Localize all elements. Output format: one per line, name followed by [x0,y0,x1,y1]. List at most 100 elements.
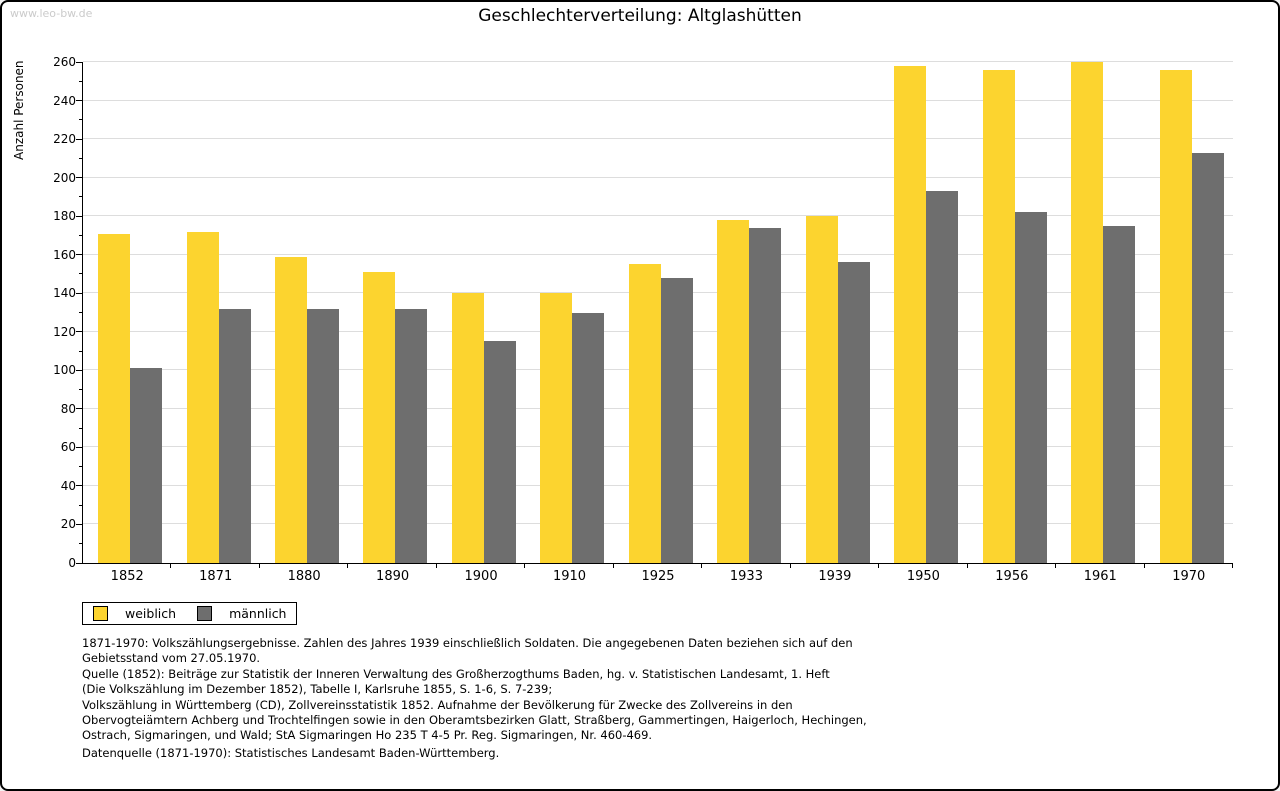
y-axis-major-tick [76,446,83,448]
bar-maennlich-1950 [926,191,959,563]
gridline [83,61,1233,62]
y-axis-major-tick [76,177,83,179]
y-tick-label: 0 [68,556,76,570]
datasource-line: Datenquelle (1871-1970): Statistisches L… [82,746,500,760]
bar-maennlich-1880 [306,308,339,563]
bar-weiblich-1871 [186,231,219,563]
y-tick-label: 140 [53,286,76,301]
bar-maennlich-1939 [837,262,870,563]
bar-weiblich-1890 [363,272,396,563]
x-axis-tick [1232,563,1233,568]
y-tick-label: 160 [53,247,76,262]
bar-weiblich-1950 [894,65,927,563]
x-tick-label: 1956 [995,569,1029,584]
y-tick-label: 80 [60,401,76,416]
watermark: www.leo-bw.de [10,7,93,20]
y-axis-minor-tick [79,427,83,429]
footnote-line: Obervogteiämtern Achberg und Trochtelfin… [82,713,867,728]
footnote-line: Ostrach, Sigmaringen, und Wald; StA Sigm… [82,728,653,743]
y-tick-label: 220 [53,132,76,147]
y-tick-label: 240 [53,93,76,108]
bar-maennlich-1961 [1103,225,1136,563]
y-axis-minor-tick [79,504,83,506]
legend-swatch-weiblich [93,606,108,621]
bar-maennlich-1925 [660,277,693,563]
y-axis-major-tick [76,408,83,410]
bar-weiblich-1900 [451,293,484,563]
y-axis-minor-tick [79,234,83,236]
y-axis-major-tick [76,100,83,102]
x-tick-label: 1871 [199,569,233,584]
x-tick-label: 1880 [287,569,321,584]
y-axis-major-tick [76,215,83,217]
y-axis-major-tick [76,331,83,333]
footnotes: 1871-1970: Volkszählungsergebnisse. Zahl… [82,636,867,744]
y-axis-major-tick [76,254,83,256]
bar-maennlich-1900 [483,341,516,563]
y-tick-label: 180 [53,209,76,224]
legend-label-maennlich: männlich [229,606,287,621]
x-axis-tick [612,563,614,568]
bar-maennlich-1956 [1014,212,1047,563]
footnote-line: Gebietsstand vom 27.05.1970. [82,651,261,666]
y-axis-minor-tick [79,273,83,275]
bar-weiblich-1880 [274,256,307,563]
bar-weiblich-1925 [628,264,661,563]
x-axis-tick [789,563,791,568]
y-tick-label: 20 [60,517,76,532]
legend-box: weiblich männlich [82,602,298,625]
x-axis-tick [701,563,703,568]
x-axis-tick [435,563,437,568]
gridline [83,99,1233,101]
y-axis-minor-tick [79,389,83,391]
y-tick-label: 60 [60,440,76,455]
gridline [83,215,1233,217]
x-axis-tick [878,563,880,568]
y-axis-minor-tick [79,157,83,159]
bar-maennlich-1970 [1191,152,1224,563]
x-axis-tick [966,563,968,568]
x-tick-label: 1925 [641,569,675,584]
legend-label-weiblich: weiblich [125,606,177,621]
y-axis-minor-tick [79,350,83,352]
y-tick-label: 120 [53,324,76,339]
page-title: Geschlechterverteilung: Altglashütten [478,6,802,26]
y-axis-title: Anzahl Personen [12,60,26,160]
footnote-line: (Die Volkszählung im Dezember 1852), Tab… [82,682,553,697]
gridline [83,253,1233,255]
y-tick-label: 260 [53,55,76,69]
x-axis-tick [258,563,260,568]
legend-swatch-maennlich [197,606,213,621]
bar-weiblich-1939 [805,216,838,563]
y-axis-minor-tick [79,543,83,545]
x-axis-tick [347,563,349,568]
y-axis-minor-tick [79,119,83,121]
legend-item-weiblich: weiblich [93,606,176,621]
x-tick-label: 1970 [1172,569,1206,584]
x-tick-label: 1910 [552,569,587,584]
y-axis-major-tick [76,523,83,525]
y-axis-major-tick [76,292,83,294]
y-axis-minor-tick [79,466,83,468]
y-axis-major-tick [76,61,83,63]
y-tick-label: 40 [60,478,76,493]
y-axis-major-tick [76,485,83,487]
y-axis-minor-tick [79,312,83,313]
gridline [83,176,1233,178]
legend-item-maennlich: männlich [197,606,286,621]
bar-weiblich-1956 [982,69,1015,563]
x-tick-label: 1890 [376,569,410,584]
bar-maennlich-1910 [572,312,605,563]
x-axis-tick [1055,563,1057,568]
y-axis-minor-tick [79,196,83,198]
x-axis-tick [170,563,172,568]
x-tick-label: 1933 [729,569,763,584]
bar-maennlich-1871 [218,308,251,563]
x-tick-label: 1961 [1083,569,1117,584]
footnote-line: 1871-1970: Volkszählungsergebnisse. Zahl… [82,636,853,650]
bar-weiblich-1852 [98,233,131,563]
y-axis-minor-tick [79,80,83,82]
bar-weiblich-1910 [540,293,573,563]
bar-weiblich-1933 [717,220,750,563]
